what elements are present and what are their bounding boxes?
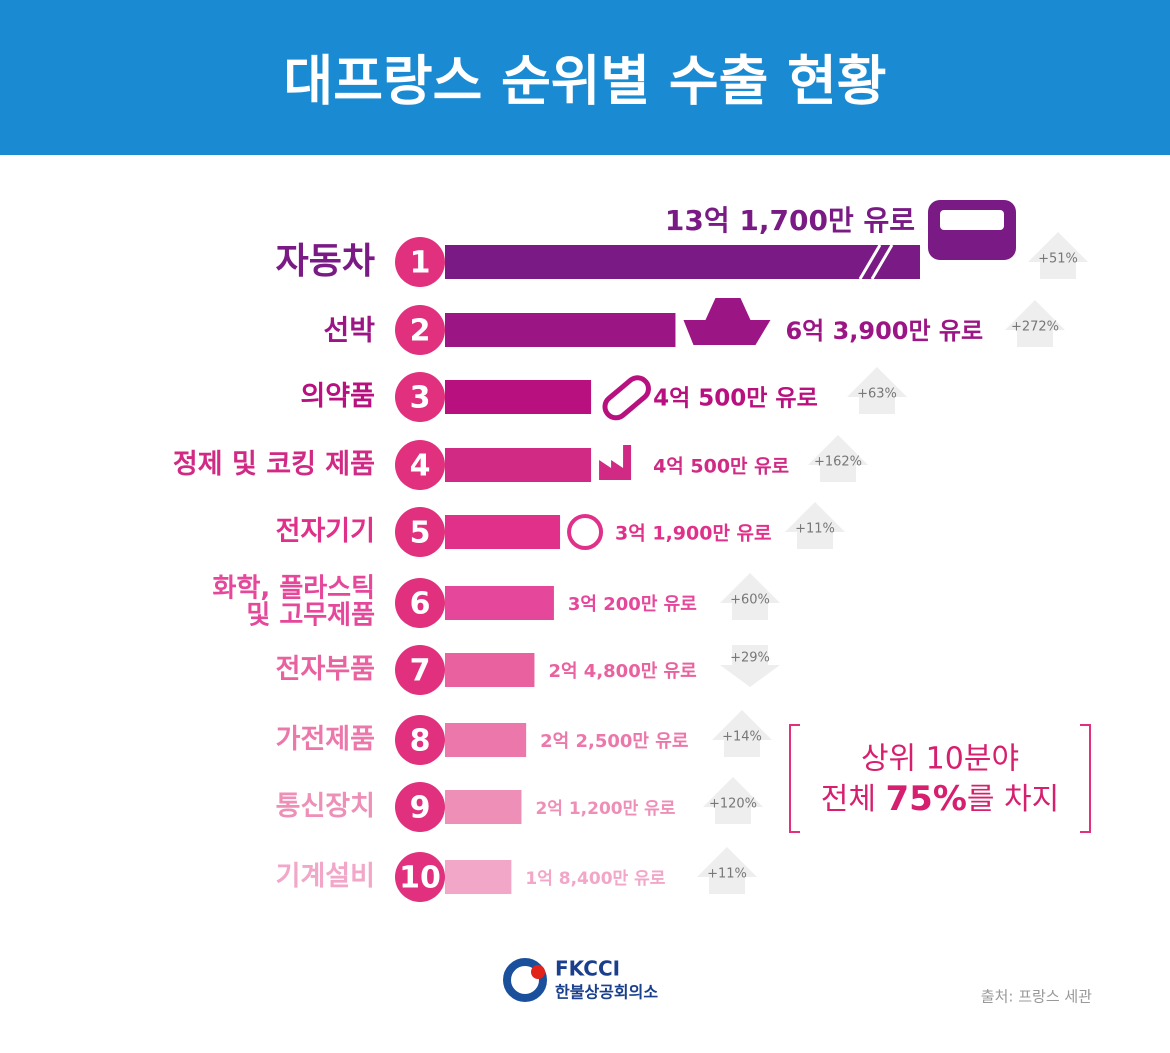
value-label: 13억 1,700만 유로 <box>665 204 915 237</box>
rank-circle <box>395 852 445 902</box>
change-arrow <box>697 847 757 894</box>
rank-circle <box>395 237 445 287</box>
factory-icon <box>599 445 632 480</box>
category-label: 자동차 <box>275 241 375 283</box>
change-arrow <box>847 367 907 414</box>
category-label: 화학, 플라스틱 및 고무제품 <box>212 573 375 631</box>
bar <box>445 380 592 414</box>
logo-icon <box>531 965 545 979</box>
change-label: +63% <box>857 387 897 402</box>
value-label: 2억 2,500만 유로 <box>540 731 688 752</box>
pill-icon <box>602 375 651 421</box>
change-label: +272% <box>1011 320 1059 335</box>
rank-label: 5 <box>410 516 431 551</box>
change-label: +51% <box>1038 252 1078 267</box>
change-label: +60% <box>730 593 770 608</box>
rank-circle <box>395 305 445 355</box>
change-arrow <box>703 777 763 824</box>
annotation-text: 전체 <box>821 782 886 817</box>
rank-label: 8 <box>410 724 431 759</box>
chart-title: 대프랑스 순위별 수출 현황 <box>284 50 887 113</box>
value-label: 4억 500만 유로 <box>653 456 789 478</box>
bar <box>445 448 592 482</box>
rank-label: 10 <box>399 861 441 896</box>
category-label: 선박 <box>323 313 375 347</box>
logo-icon <box>503 958 547 1002</box>
rank-label: 2 <box>410 314 431 349</box>
bar-break <box>858 244 894 280</box>
logo-name: FKCCI <box>555 957 620 981</box>
rank-label: 4 <box>410 449 431 484</box>
bracket <box>789 724 1091 833</box>
rank-label: 9 <box>410 791 431 826</box>
bar <box>445 790 522 824</box>
rank-circle <box>395 645 445 695</box>
annotation-text: 를 차지 <box>967 782 1059 817</box>
logo-subtitle: 한불상공회의소 <box>555 983 658 1002</box>
bar <box>445 515 561 549</box>
bar <box>445 313 676 347</box>
category-label: 의약품 <box>300 380 375 412</box>
annotation: 전체 75%를 차지 <box>821 779 1059 819</box>
bar <box>445 860 512 894</box>
value-label: 4억 500만 유로 <box>653 386 818 412</box>
change-arrow <box>808 435 868 482</box>
bar <box>445 653 535 687</box>
ship-icon <box>683 298 771 345</box>
change-label: +14% <box>722 730 762 745</box>
value-label: 2억 4,800만 유로 <box>548 661 696 682</box>
change-arrow <box>785 502 845 549</box>
rank-label: 1 <box>410 246 431 281</box>
rank-label: 3 <box>410 381 431 416</box>
rank-label: 6 <box>410 587 431 622</box>
change-arrow <box>1028 232 1088 279</box>
change-label: +11% <box>795 522 835 537</box>
change-label: +162% <box>814 455 862 470</box>
source: 출처: 프랑스 세관 <box>981 988 1092 1006</box>
change-label: +120% <box>709 797 757 812</box>
bar <box>445 586 554 620</box>
change-arrow <box>720 573 780 620</box>
value-label: 3억 1,900만 유로 <box>615 523 771 545</box>
rank-circle <box>395 372 445 422</box>
car-window <box>940 210 1004 230</box>
value-label: 1억 8,400만 유로 <box>525 869 665 889</box>
category-label: 가전제품 <box>275 723 375 755</box>
change-label: +29% <box>730 651 770 666</box>
plug-icon <box>567 514 604 550</box>
bar <box>445 723 527 757</box>
category-label: 전자기기 <box>275 515 375 547</box>
annotation-highlight: 75% <box>886 779 967 819</box>
change-arrow <box>720 645 780 687</box>
rank-circle <box>395 782 445 832</box>
value-label: 2억 1,200만 유로 <box>535 799 675 819</box>
value-label: 3억 200만 유로 <box>568 594 697 615</box>
annotation: 상위 10분야 <box>861 742 1019 777</box>
category-label: 통신장치 <box>275 790 375 822</box>
value-label: 6억 3,900만 유로 <box>785 317 983 345</box>
change-arrow <box>1005 300 1065 347</box>
category-label: 기계설비 <box>275 860 375 892</box>
rank-label: 7 <box>410 654 431 689</box>
category-label: 전자부품 <box>275 653 375 685</box>
change-arrow <box>712 710 772 757</box>
change-label: +11% <box>707 867 747 882</box>
rank-circle <box>395 578 445 628</box>
rank-circle <box>395 507 445 557</box>
rank-circle <box>395 440 445 490</box>
header-band <box>0 0 1170 155</box>
bar <box>445 245 920 279</box>
category-label: 정제 및 코킹 제품 <box>172 448 375 480</box>
rank-circle <box>395 715 445 765</box>
